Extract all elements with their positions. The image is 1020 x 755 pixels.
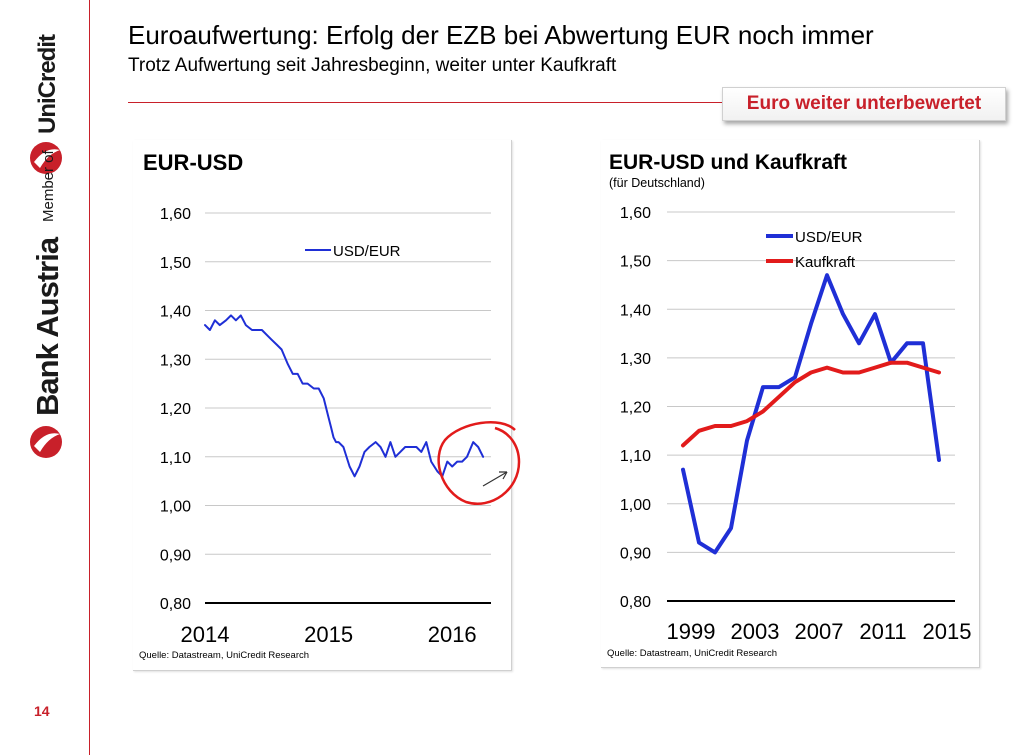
chart-title: EUR-USD und Kaufkraft: [609, 151, 847, 174]
series-line-usd-eur: [681, 273, 941, 555]
y-tick-label: 1,50: [160, 255, 191, 272]
legend: USD/EUR Kaufkraft: [766, 229, 863, 271]
y-tick-label: 1,30: [160, 352, 191, 369]
y-tick-label: 1,30: [620, 351, 651, 368]
legend: USD/EUR: [305, 243, 401, 260]
chart-panel-right: EUR-USD und Kaufkraft (für Deutschland) …: [601, 140, 980, 668]
y-tick-label: 0,90: [160, 547, 191, 564]
page-number: 14: [34, 703, 50, 719]
grid-lines: [667, 211, 955, 602]
y-tick-label: 0,80: [160, 596, 191, 613]
trend-arrow: [482, 471, 508, 487]
chart-source: Quelle: Datastream, UniCredit Research: [607, 648, 777, 659]
x-tick-label: 1999: [667, 619, 716, 644]
title-divider: [128, 102, 1006, 103]
eur-usd-chart: EUR-USD 1,60 1,50 1,40 1,30 1,20 1,10 1,00 0,90…: [139, 150, 521, 661]
x-tick-labels: 1999 2003 2007 2011 2015: [667, 619, 972, 644]
trend-arrowhead: [499, 471, 508, 480]
chart-panel-left: EUR-USD 1,60 1,50 1,40 1,30 1,20 1,10 1,00 0,90…: [133, 140, 521, 671]
unicredit-wordmark: UniCredit: [34, 35, 61, 134]
x-tick-label: 2011: [859, 619, 906, 644]
eur-usd-kaufkraft-chart: EUR-USD und Kaufkraft (für Deutschland) …: [607, 151, 972, 659]
highlight-annotation: [437, 421, 521, 505]
x-tick-label: 2015: [304, 622, 353, 647]
member-of-label: Member of: [40, 150, 57, 222]
y-tick-label: 1,20: [160, 401, 191, 418]
y-tick-label: 1,20: [620, 400, 651, 417]
unicredit-logo-icon: [30, 142, 62, 174]
x-tick-label: 2014: [181, 622, 230, 647]
chart-title: EUR-USD: [143, 150, 243, 175]
y-tick-label: 1,40: [160, 304, 191, 321]
highlight-circle: [437, 421, 521, 505]
page-subtitle: Trotz Aufwertung seit Jahresbeginn, weit…: [128, 55, 617, 76]
series-line-usd-eur: [204, 314, 485, 478]
series-lines: [681, 273, 941, 555]
y-tick-label: 1,40: [620, 302, 651, 319]
y-tick-label: 1,50: [620, 254, 651, 271]
y-tick-label: 1,00: [160, 499, 191, 516]
bank-austria-logo-icon: [30, 426, 62, 458]
side-divider: [89, 0, 90, 755]
legend-label-usd-eur: USD/EUR: [795, 229, 863, 246]
y-tick-label: 1,00: [620, 497, 651, 514]
y-tick-label: 1,60: [160, 206, 191, 223]
branding-column: UniCredit Member of Bank Austria: [0, 0, 89, 755]
y-tick-labels: 1,60 1,50 1,40 1,30 1,20 1,10 1,00 0,90 0,80: [160, 206, 191, 613]
y-tick-label: 1,60: [620, 205, 651, 222]
y-tick-label: 0,90: [620, 545, 651, 562]
y-tick-labels: 1,60 1,50 1,40 1,30 1,20 1,10 1,00 0,90 0,80: [620, 205, 651, 611]
x-tick-label: 2003: [731, 619, 780, 644]
y-tick-label: 1,10: [620, 448, 651, 465]
callout-badge: Euro weiter unterbewertet: [722, 87, 1006, 121]
bank-austria-wordmark: Bank Austria: [30, 237, 65, 416]
chart-subtitle: (für Deutschland): [609, 176, 705, 190]
page-title: Euroaufwertung: Erfolg der EZB bei Abwer…: [128, 20, 874, 50]
chart-source: Quelle: Datastream, UniCredit Research: [139, 650, 309, 661]
y-tick-label: 1,10: [160, 450, 191, 467]
series-line-kaufkraft: [681, 360, 941, 448]
x-tick-labels: 2014 2015 2016: [181, 622, 477, 647]
legend-label-kaufkraft: Kaufkraft: [795, 254, 856, 271]
x-tick-label: 2016: [428, 622, 477, 647]
x-tick-label: 2007: [795, 619, 844, 644]
x-tick-label: 2015: [923, 619, 972, 644]
y-tick-label: 0,80: [620, 594, 651, 611]
grid-lines: [205, 212, 491, 604]
series-lines: [204, 314, 485, 478]
legend-label-usd-eur: USD/EUR: [333, 243, 401, 260]
